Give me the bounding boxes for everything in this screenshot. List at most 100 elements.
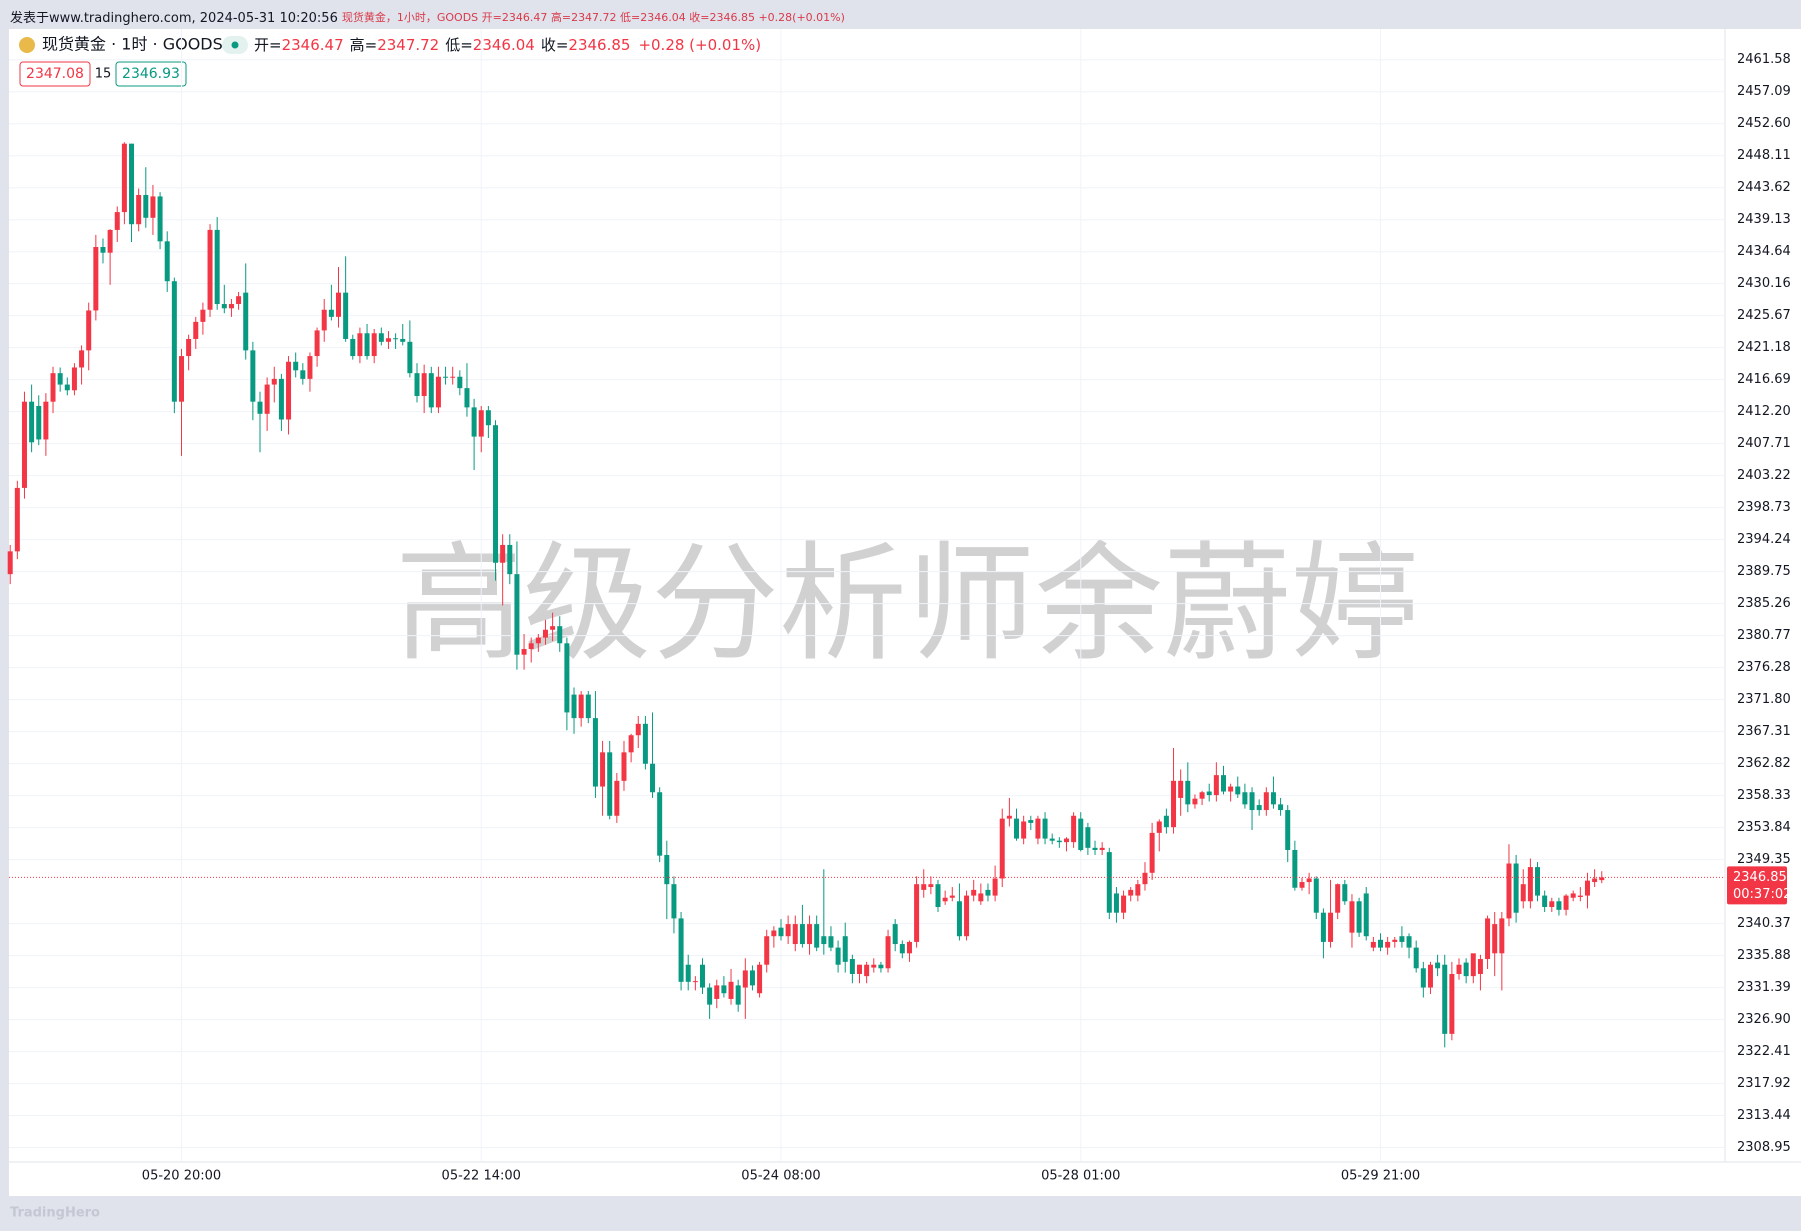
y-tick-label: 2376.28 [1737, 660, 1791, 675]
candle-body [1171, 780, 1177, 828]
candle-body [228, 304, 234, 309]
y-tick-label: 2448.11 [1737, 148, 1791, 163]
y-tick-label: 2353.84 [1737, 820, 1791, 835]
candle-body [864, 964, 870, 977]
status-dot [231, 41, 239, 49]
y-tick-label: 2407.71 [1737, 436, 1791, 451]
candle-body [692, 981, 698, 983]
candle-body [578, 694, 584, 719]
candle-body [1420, 968, 1426, 988]
candle-body [857, 964, 863, 974]
candle-body [1356, 901, 1362, 933]
candle-body [43, 401, 49, 440]
y-tick-label: 2331.39 [1737, 980, 1791, 995]
ohlc-label: 开= [254, 36, 282, 54]
last-price-label: 2346.85 [1733, 870, 1787, 885]
candle-body [1492, 924, 1498, 954]
candles [7, 142, 1605, 1048]
ohlc-legend: 开=2346.47 高=2347.72 低=2346.04 收=2346.85 +0.2… [254, 36, 761, 54]
candle-body [1149, 832, 1155, 873]
ohlc-label: 收= [541, 36, 569, 54]
candle-body [407, 341, 413, 374]
candle-body [1592, 878, 1598, 883]
candle-body [707, 987, 713, 1005]
y-tick-label: 2421.18 [1737, 340, 1791, 355]
candle-body [657, 792, 663, 856]
candle-body [949, 895, 955, 898]
candle-body [600, 752, 606, 787]
candle-body [1399, 936, 1405, 942]
x-tick-label: 05-29 21:00 [1341, 1169, 1420, 1184]
candle-body [1442, 964, 1448, 1034]
candle-body [521, 648, 527, 655]
y-tick-label: 2340.37 [1737, 916, 1791, 931]
candle-body [64, 384, 70, 391]
candle-body [236, 296, 242, 305]
candle-body [250, 350, 256, 402]
candle-body [550, 626, 556, 630]
candle-body [906, 941, 912, 954]
candle-body [193, 321, 199, 339]
candle-body [121, 143, 127, 213]
candle-body [671, 884, 677, 919]
candle-body [1092, 847, 1098, 850]
candle-body [1192, 798, 1198, 805]
candle-body [1256, 805, 1262, 811]
candle-body [742, 970, 748, 988]
candle-body [1378, 939, 1384, 948]
candle-body [564, 643, 570, 713]
candle-body [1549, 901, 1555, 907]
bid-box [115, 61, 187, 87]
candle-body [450, 376, 456, 378]
candle-body [1313, 878, 1319, 913]
candle-body [435, 376, 441, 408]
candle-body [428, 373, 434, 408]
candle-body [1199, 792, 1205, 799]
candle-body [1285, 810, 1291, 850]
candle-body [414, 373, 420, 396]
candle-body [1014, 818, 1020, 839]
candle-body [157, 196, 163, 242]
candle-body [1263, 792, 1269, 811]
x-tick-label: 05-20 20:00 [142, 1169, 221, 1184]
candle-body [385, 338, 391, 342]
candle-body [1328, 912, 1334, 942]
candle-body [1142, 872, 1148, 885]
y-tick-label: 2380.77 [1737, 628, 1791, 643]
y-tick-label: 2412.20 [1737, 404, 1791, 419]
candle-body [493, 425, 499, 563]
candle-body [1213, 775, 1219, 796]
candle-body [1527, 867, 1533, 902]
candle-body [57, 373, 63, 385]
candle-body [928, 884, 934, 888]
candle-body [29, 401, 35, 443]
candle-body [143, 194, 149, 218]
candle-body [36, 405, 42, 440]
published: 发表于www.tradinghero.com, 2024-05-31 10:20… [10, 10, 338, 26]
y-tick-label: 2443.62 [1737, 180, 1791, 195]
candle-body [1242, 792, 1248, 805]
candle-body [350, 338, 356, 357]
candle-body [164, 241, 170, 282]
candle-body [1427, 964, 1433, 988]
candle-body [364, 333, 370, 357]
y-tick-label: 2457.09 [1737, 84, 1791, 99]
candle-body [1570, 893, 1576, 898]
candle-body [778, 927, 784, 937]
y-tick-label: 2385.26 [1737, 596, 1791, 611]
candle-body [507, 544, 513, 575]
candle-body [1178, 780, 1184, 798]
candle-body [1306, 878, 1312, 883]
ohlc-value: 2346.47 [282, 36, 344, 54]
candle-body [535, 637, 541, 644]
candle-body [264, 384, 270, 414]
candle-body [978, 893, 984, 902]
candle-body [178, 356, 184, 402]
candle-body [221, 304, 227, 309]
candle-body [136, 194, 142, 225]
candle-body [1335, 884, 1341, 913]
candle-body [300, 370, 306, 379]
y-tick-label: 2367.31 [1737, 724, 1791, 739]
candle-body [621, 752, 627, 781]
